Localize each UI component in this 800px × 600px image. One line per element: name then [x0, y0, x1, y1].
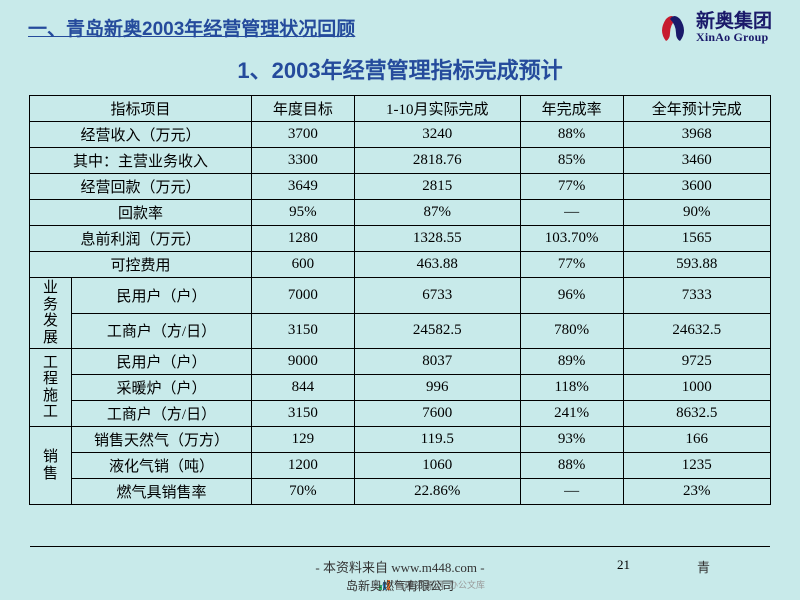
cell: 996 [354, 375, 520, 401]
cell: 24582.5 [354, 313, 520, 349]
cell: 3649 [252, 174, 355, 200]
cell: 23% [623, 479, 770, 505]
data-table: 指标项目年度目标1-10月实际完成年完成率全年预计完成经营收入（万元）37003… [29, 95, 771, 505]
col-header: 全年预计完成 [623, 96, 770, 122]
cell: 1000 [623, 375, 770, 401]
row-label: 其中：主营业务收入 [30, 148, 252, 174]
cell: 88% [520, 122, 623, 148]
cell: 89% [520, 349, 623, 375]
row-label: 采暖炉（户） [72, 375, 252, 401]
row-label: 销售天然气（万方） [72, 427, 252, 453]
col-header: 年完成率 [520, 96, 623, 122]
cell: 600 [252, 252, 355, 278]
cell: 88% [520, 453, 623, 479]
row-label: 工商户（方/日） [72, 313, 252, 349]
category-cell: 工程施工 [30, 349, 72, 427]
cell: 7333 [623, 278, 770, 314]
logo-cn: 新奥集团 [696, 12, 772, 31]
row-label: 液化气销（吨） [72, 453, 252, 479]
cell: 3968 [623, 122, 770, 148]
logo-en: XinAo Group [696, 31, 772, 43]
cell: 87% [354, 200, 520, 226]
logo-icon [656, 13, 690, 43]
cell: 3600 [623, 174, 770, 200]
cell: 166 [623, 427, 770, 453]
cell: 1280 [252, 226, 355, 252]
row-label: 工商户（方/日） [72, 401, 252, 427]
row-label: 经营收入（万元） [30, 122, 252, 148]
row-label: 回款率 [30, 200, 252, 226]
cell: 119.5 [354, 427, 520, 453]
cell: 129 [252, 427, 355, 453]
row-label: 民用户（户） [72, 278, 252, 314]
cell: 1235 [623, 453, 770, 479]
subtitle: 1、2003年经营管理指标完成预计 [0, 53, 800, 85]
cell: 241% [520, 401, 623, 427]
cell: 3300 [252, 148, 355, 174]
cell: 1328.55 [354, 226, 520, 252]
cell: 6733 [354, 278, 520, 314]
cell: — [520, 479, 623, 505]
cell: 8037 [354, 349, 520, 375]
cell: 1565 [623, 226, 770, 252]
cell: 463.88 [354, 252, 520, 278]
cell: 3460 [623, 148, 770, 174]
cell: 7000 [252, 278, 355, 314]
cell: 24632.5 [623, 313, 770, 349]
cell: 8632.5 [623, 401, 770, 427]
cell: — [520, 200, 623, 226]
cell: 2815 [354, 174, 520, 200]
cell: 3150 [252, 401, 355, 427]
cell: 103.70% [520, 226, 623, 252]
row-label: 经营回款（万元） [30, 174, 252, 200]
cell: 85% [520, 148, 623, 174]
col-header: 指标项目 [30, 96, 252, 122]
logo: 新奥集团 XinAo Group [656, 12, 772, 43]
row-label: 燃气具销售率 [72, 479, 252, 505]
cell: 844 [252, 375, 355, 401]
footer: - 本资料来自 www.m448.com - 21 青 [0, 557, 800, 576]
cell: 2818.76 [354, 148, 520, 174]
cell: 3240 [354, 122, 520, 148]
footer-right: 青 [697, 557, 710, 576]
cell: 9000 [252, 349, 355, 375]
cell: 9725 [623, 349, 770, 375]
row-label: 可控费用 [30, 252, 252, 278]
cell: 77% [520, 174, 623, 200]
cell: 95% [252, 200, 355, 226]
col-header: 年度目标 [252, 96, 355, 122]
category-cell: 销售 [30, 427, 72, 505]
cell: 22.86% [354, 479, 520, 505]
footer-source: - 本资料来自 www.m448.com - [315, 557, 484, 576]
cell: 70% [252, 479, 355, 505]
cell: 118% [520, 375, 623, 401]
category-cell: 业务发展 [30, 278, 72, 349]
cell: 3700 [252, 122, 355, 148]
cell: 780% [520, 313, 623, 349]
cell: 3150 [252, 313, 355, 349]
cell: 93% [520, 427, 623, 453]
section-title: 一、青岛新奥2003年经营管理状况回顾 [28, 14, 355, 41]
cell: 96% [520, 278, 623, 314]
row-label: 息前利润（万元） [30, 226, 252, 252]
page-number: 21 [617, 557, 630, 573]
cell: 1200 [252, 453, 355, 479]
cell: 90% [623, 200, 770, 226]
cell: 593.88 [623, 252, 770, 278]
row-label: 民用户（户） [72, 349, 252, 375]
cell: 1060 [354, 453, 520, 479]
cell: 7600 [354, 401, 520, 427]
footer-sub: 岛新奥燃气有限公司 [0, 577, 800, 594]
col-header: 1-10月实际完成 [354, 96, 520, 122]
footer-divider [30, 546, 770, 547]
cell: 77% [520, 252, 623, 278]
